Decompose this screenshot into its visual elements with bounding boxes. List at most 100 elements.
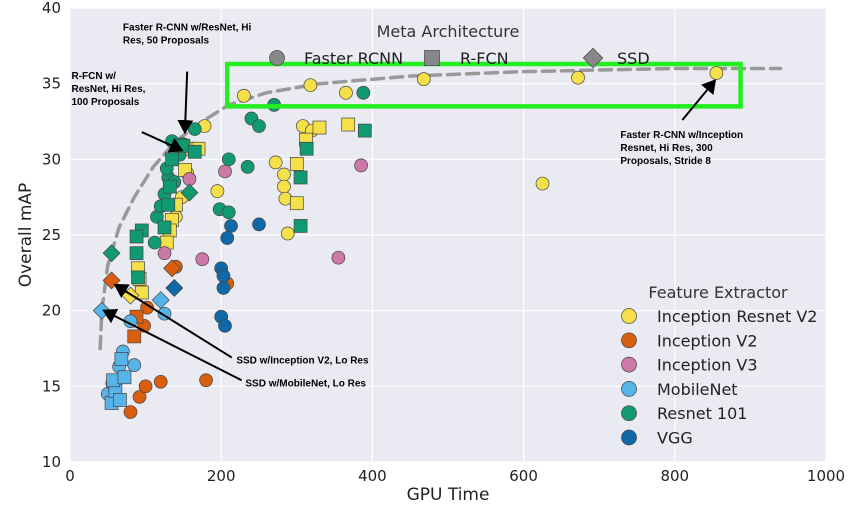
y-tick-label: 40 [42, 0, 61, 17]
x-tick-label: 600 [509, 467, 538, 485]
tick-labels: 0 200 400 600 800 1000 10 15 20 25 30 35 40 [42, 0, 845, 485]
y-tick-label: 35 [42, 75, 61, 93]
legend-feature-label: Inception V2 [657, 331, 758, 350]
legend-feature-marker [621, 381, 637, 397]
data-point [416, 72, 431, 86]
legend-meta-marker [582, 47, 604, 69]
data-point [299, 141, 314, 156]
data-point [157, 246, 172, 261]
data-point [132, 390, 147, 404]
y-tick-label: 30 [42, 150, 61, 168]
data-point [195, 252, 210, 267]
data-point [117, 370, 132, 385]
data-point [341, 117, 356, 132]
data-point [709, 66, 724, 80]
annotation-text: R-FCN w/ResNet, Hi Res, 100 Proposals [72, 71, 146, 108]
data-point [187, 144, 202, 159]
legend-feature-label: MobileNet [657, 380, 738, 399]
legend-meta-title: Meta Architecture [377, 22, 520, 41]
data-point [127, 329, 142, 344]
data-point [354, 158, 368, 173]
annotation-arrow [102, 308, 243, 382]
data-points [92, 66, 724, 419]
legend-feature-title: Feature Extractor [648, 283, 788, 302]
data-point [293, 219, 308, 233]
data-point [199, 373, 213, 388]
data-point [165, 279, 184, 297]
data-point [277, 167, 291, 182]
annotation-line: 100 Proposals [72, 97, 140, 108]
legend-meta-architecture: Meta Architecture Faster RCNN R-FCN SSD [269, 22, 650, 69]
data-point [252, 119, 266, 133]
y-tick-label: 20 [42, 302, 61, 320]
annotation-line: Resnet, Hi Res, 300 [620, 143, 713, 154]
annotation-text: SSD w/MobileNet, Lo Res [245, 378, 366, 389]
data-point [163, 259, 182, 278]
legend-feature-label: VGG [657, 429, 693, 448]
data-point [129, 229, 144, 244]
data-point [237, 88, 251, 103]
data-point [147, 235, 162, 250]
annotation-line: SSD w/Inception V2, Lo Res [236, 356, 369, 367]
y-tick-label: 10 [42, 453, 61, 471]
highlight-box [224, 61, 743, 109]
data-point [92, 301, 111, 320]
annotation-arrow [113, 283, 233, 359]
y-axis-title: Overall mAP [16, 183, 36, 288]
data-point [224, 219, 238, 233]
annotation-line: SSD w/MobileNet, Lo Res [245, 378, 366, 389]
x-tick-label: 0 [65, 467, 75, 485]
data-point [131, 270, 145, 285]
data-point [280, 226, 295, 241]
y-tick-label: 25 [42, 226, 61, 244]
data-point [216, 281, 231, 295]
annotation-line: Faster R-CNN w/Inception [620, 130, 743, 141]
data-point [312, 120, 327, 135]
data-point [114, 352, 129, 366]
data-point [161, 197, 176, 212]
data-point [129, 246, 144, 261]
data-point [221, 205, 236, 220]
data-point [289, 196, 304, 211]
annotation-text: Faster R-CNN w/Inception Resnet, Hi Res, … [620, 130, 743, 167]
axis-titles: GPU Time Overall mAP [16, 183, 489, 505]
legend-feature-marker [621, 429, 637, 446]
data-point [218, 318, 232, 333]
annotation-line: Proposals, Stride 8 [620, 156, 711, 167]
data-point [293, 170, 308, 185]
data-point [151, 291, 170, 310]
legend-feature-marker [621, 308, 637, 324]
annotation-line: Faster R-CNN w/ResNet, Hi [123, 23, 252, 34]
data-point [165, 152, 179, 167]
annotation-arrow [177, 71, 194, 135]
legend-feature-label: Inception Resnet V2 [657, 307, 817, 326]
x-tick-label: 400 [358, 467, 387, 485]
data-point [138, 379, 153, 394]
annotation-text: SSD w/Inception V2, Lo Res [236, 356, 369, 367]
legend-feature-extractor: Feature Extractor Inception Resnet V2 Inc… [621, 283, 817, 448]
data-point [240, 160, 255, 174]
data-point [357, 123, 372, 138]
legend-feature-label: Inception V3 [657, 356, 758, 375]
annotations: Faster R-CNN w/ResNet, Hi Res, 50 Proposa… [72, 23, 744, 390]
legend-meta-marker [269, 50, 285, 66]
data-point [289, 157, 304, 171]
annotation-line: R-FCN w/ [72, 71, 117, 82]
x-tick-label: 200 [207, 467, 236, 485]
legend-meta-label: R-FCN [460, 49, 509, 68]
data-point [187, 122, 202, 136]
data-point [571, 70, 585, 85]
highlight-rectangle [224, 61, 743, 109]
data-point [127, 358, 142, 372]
legend-feature-label: Resnet 101 [657, 404, 747, 423]
annotation-line: ResNet, Hi Res, [72, 84, 146, 95]
x-tick-label: 800 [660, 467, 689, 485]
data-point [339, 85, 353, 100]
annotation-arrow [681, 79, 717, 121]
data-point [182, 172, 197, 186]
data-point [252, 217, 266, 232]
data-point [356, 85, 371, 100]
data-point [268, 155, 283, 170]
data-point [180, 183, 199, 202]
